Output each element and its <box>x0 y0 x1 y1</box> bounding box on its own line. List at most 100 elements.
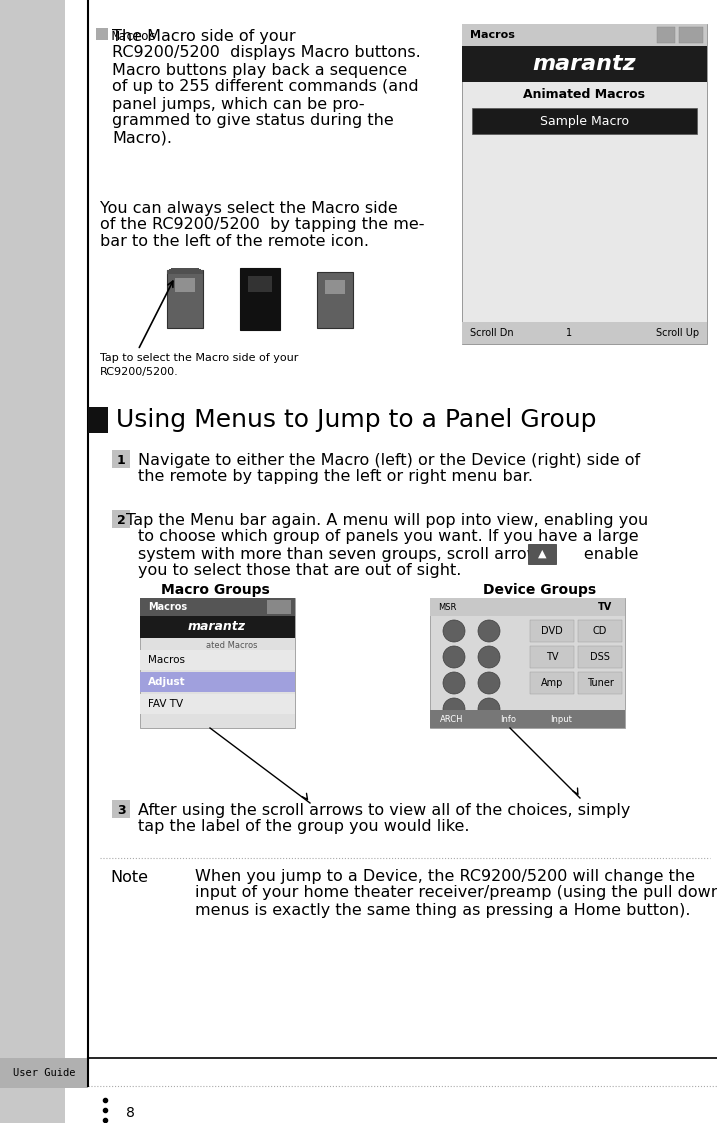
Text: TV: TV <box>546 652 559 661</box>
Bar <box>140 599 295 728</box>
Bar <box>96 28 108 40</box>
Text: 1: 1 <box>566 328 572 338</box>
Text: DVD: DVD <box>541 626 563 636</box>
Bar <box>530 646 574 668</box>
Text: of up to 255 different commands (and: of up to 255 different commands (and <box>112 80 419 94</box>
Text: ARCH: ARCH <box>440 714 463 723</box>
Bar <box>578 672 622 694</box>
Circle shape <box>478 672 500 694</box>
Text: You can always select the Macro side: You can always select the Macro side <box>100 201 398 216</box>
Text: ▲: ▲ <box>538 549 546 559</box>
Bar <box>462 46 707 82</box>
Text: to choose which group of panels you want. If you have a large: to choose which group of panels you want… <box>138 530 639 545</box>
Circle shape <box>443 699 465 720</box>
Bar <box>679 27 703 43</box>
Text: Input: Input <box>550 714 572 723</box>
Text: DSS: DSS <box>590 652 610 661</box>
Bar <box>112 510 130 528</box>
Text: panel jumps, which can be pro-: panel jumps, which can be pro- <box>112 97 365 111</box>
Bar <box>140 672 295 692</box>
Text: Macro).: Macro). <box>112 130 172 146</box>
Text: bar to the left of the remote icon.: bar to the left of the remote icon. <box>100 235 369 249</box>
Text: Animated Macros: Animated Macros <box>523 88 645 100</box>
Text: Tap to select the Macro side of your: Tap to select the Macro side of your <box>100 353 298 363</box>
Text: Note: Note <box>110 870 148 886</box>
Text: 1: 1 <box>117 454 125 466</box>
Text: Macros: Macros <box>148 655 185 665</box>
Text: Amp: Amp <box>541 678 563 688</box>
Text: marantz: marantz <box>532 54 636 74</box>
Circle shape <box>478 699 500 720</box>
Text: Adjust: Adjust <box>148 677 186 687</box>
Text: 2: 2 <box>117 513 125 527</box>
Text: Macro Groups: Macro Groups <box>161 583 270 597</box>
Bar <box>167 270 203 274</box>
Bar <box>140 599 295 617</box>
Text: Navigate to either the Macro (left) or the Device (right) side of: Navigate to either the Macro (left) or t… <box>138 453 640 467</box>
Bar <box>462 322 707 344</box>
Text: 3: 3 <box>117 803 125 816</box>
Text: marantz: marantz <box>188 621 246 633</box>
Text: MSR: MSR <box>438 603 457 612</box>
Bar <box>248 276 272 292</box>
Circle shape <box>443 620 465 642</box>
Text: of the RC9200/5200  by tapping the me-: of the RC9200/5200 by tapping the me- <box>100 218 424 232</box>
Text: Macros: Macros <box>148 602 187 612</box>
Text: ated Macros: ated Macros <box>206 641 257 650</box>
Circle shape <box>478 620 500 642</box>
Bar <box>167 270 203 328</box>
Bar <box>325 280 345 294</box>
Text: Device Groups: Device Groups <box>483 583 597 597</box>
Text: Tap the Menu bar again. A menu will pop into view, enabling you: Tap the Menu bar again. A menu will pop … <box>126 512 648 528</box>
Text: grammed to give status during the: grammed to give status during the <box>112 113 394 128</box>
Bar <box>530 620 574 642</box>
Text: FAV TV: FAV TV <box>148 699 183 709</box>
Bar <box>430 599 625 728</box>
Text: Scroll Up: Scroll Up <box>656 328 699 338</box>
Bar <box>0 1058 88 1088</box>
Text: CD: CD <box>593 626 607 636</box>
Text: Tuner: Tuner <box>587 678 614 688</box>
Bar <box>112 800 130 818</box>
Bar <box>430 599 625 617</box>
Bar <box>140 650 295 670</box>
Text: User Guide: User Guide <box>13 1068 75 1078</box>
Bar <box>578 646 622 668</box>
Circle shape <box>443 672 465 694</box>
Text: Macros: Macros <box>112 29 157 43</box>
Text: Macro buttons play back a sequence: Macro buttons play back a sequence <box>112 63 407 77</box>
Bar <box>267 600 291 614</box>
Bar <box>528 544 556 564</box>
Bar <box>578 620 622 642</box>
Bar <box>175 279 195 292</box>
Text: The Macro side of your: The Macro side of your <box>112 28 295 44</box>
Bar <box>88 407 108 433</box>
Text: After using the scroll arrows to view all of the choices, simply: After using the scroll arrows to view al… <box>138 803 630 818</box>
Bar <box>430 710 625 728</box>
Text: Using Menus to Jump to a Panel Group: Using Menus to Jump to a Panel Group <box>116 408 597 432</box>
Text: Scroll Dn: Scroll Dn <box>470 328 513 338</box>
Text: input of your home theater receiver/preamp (using the pull down: input of your home theater receiver/prea… <box>195 886 717 901</box>
Bar <box>140 694 295 714</box>
Bar <box>0 0 65 1123</box>
Bar <box>472 108 697 134</box>
Text: you to select those that are out of sight.: you to select those that are out of sigh… <box>138 564 461 578</box>
Text: the remote by tapping the left or right menu bar.: the remote by tapping the left or right … <box>138 469 533 484</box>
Bar <box>530 672 574 694</box>
Bar <box>112 450 130 468</box>
Text: RC9200/5200  displays Macro buttons.: RC9200/5200 displays Macro buttons. <box>112 46 421 61</box>
Text: menus is exactly the same thing as pressing a Home button).: menus is exactly the same thing as press… <box>195 903 690 917</box>
Bar <box>462 24 707 344</box>
Circle shape <box>478 646 500 668</box>
Text: 8: 8 <box>125 1106 135 1120</box>
Circle shape <box>443 646 465 668</box>
Bar <box>171 268 199 272</box>
Bar <box>317 272 353 328</box>
Text: TV: TV <box>598 602 612 612</box>
Text: Macros: Macros <box>470 30 515 40</box>
Text: When you jump to a Device, the RC9200/5200 will change the: When you jump to a Device, the RC9200/52… <box>195 868 695 884</box>
Text: Sample Macro: Sample Macro <box>539 115 629 128</box>
Bar <box>657 27 675 43</box>
Bar <box>169 270 201 273</box>
Bar <box>140 617 295 638</box>
